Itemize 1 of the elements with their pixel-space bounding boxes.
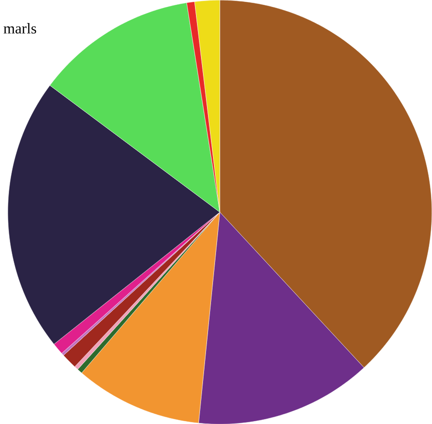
text: marls [4,22,36,34]
